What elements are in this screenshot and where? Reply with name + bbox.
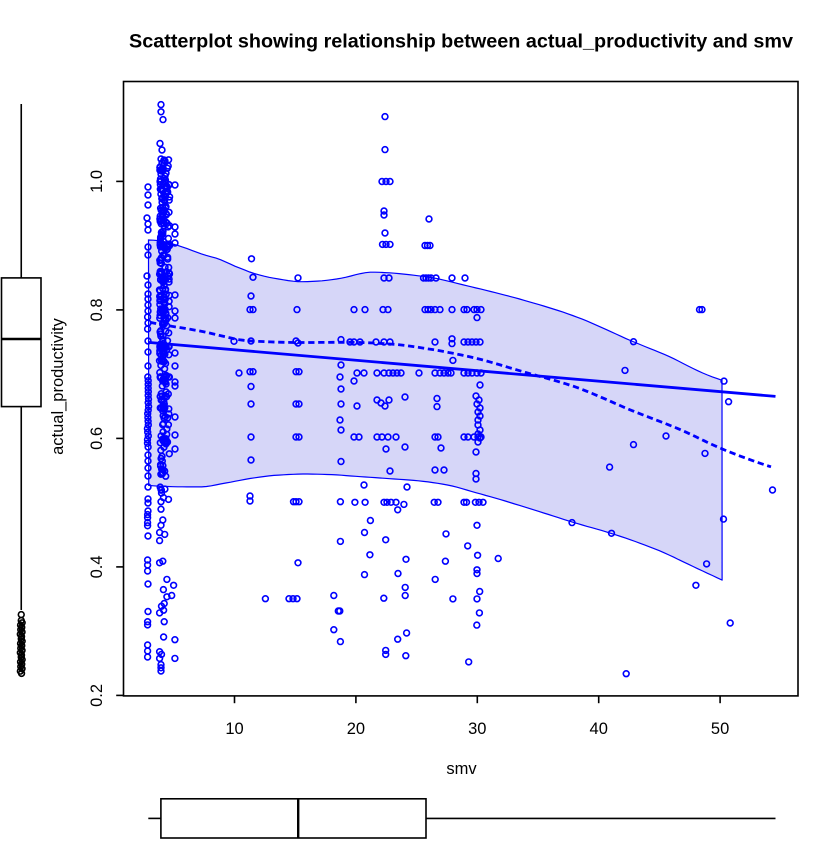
svg-text:0.6: 0.6 [88, 427, 106, 450]
svg-text:0.8: 0.8 [88, 298, 106, 321]
svg-text:1.0: 1.0 [88, 170, 106, 193]
svg-text:Scatterplot showing relationsh: Scatterplot showing relationship between… [129, 30, 793, 52]
svg-text:40: 40 [590, 720, 608, 738]
svg-text:20: 20 [347, 720, 365, 738]
svg-text:smv: smv [446, 760, 477, 778]
svg-text:0.4: 0.4 [88, 555, 106, 578]
svg-text:actual_productivity: actual_productivity [49, 318, 67, 455]
svg-text:10: 10 [225, 720, 243, 738]
svg-text:50: 50 [711, 720, 729, 738]
svg-text:30: 30 [468, 720, 486, 738]
svg-text:0.2: 0.2 [88, 684, 106, 707]
